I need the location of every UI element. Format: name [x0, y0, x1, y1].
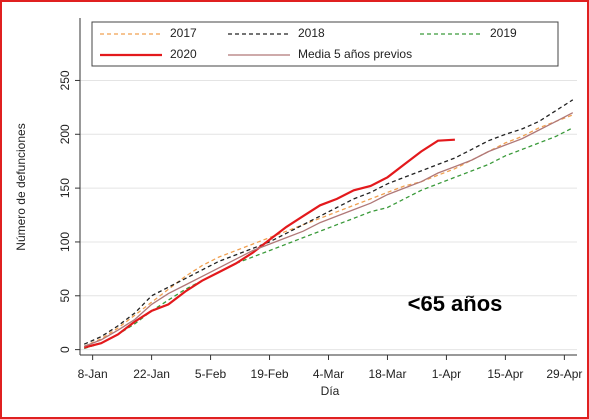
x-tick-label: 29-Apr — [546, 367, 582, 381]
x-tick-label: 22-Jan — [133, 367, 170, 381]
y-tick-label: 150 — [58, 178, 72, 198]
legend-label: 2017 — [170, 26, 197, 40]
y-axis-label: Número de defunciones — [14, 123, 28, 250]
y-tick-label: 200 — [58, 124, 72, 144]
legend-label: Media 5 años previos — [298, 47, 412, 61]
y-tick-label: 50 — [58, 289, 72, 303]
y-tick-label: 250 — [58, 70, 72, 90]
legend-label: 2018 — [298, 26, 325, 40]
x-tick-label: 19-Feb — [251, 367, 289, 381]
x-tick-label: 15-Apr — [487, 367, 523, 381]
x-tick-label: 8-Jan — [78, 367, 108, 381]
legend-box — [91, 21, 559, 67]
legend-label: 2019 — [490, 26, 517, 40]
series-line — [83, 138, 455, 349]
series-line — [83, 99, 574, 345]
y-tick-label: 100 — [58, 232, 72, 252]
x-tick-label: 5-Feb — [195, 367, 227, 381]
x-axis-label: Día — [321, 384, 340, 398]
x-tick-label: 18-Mar — [368, 367, 406, 381]
x-tick-label: 4-Mar — [313, 367, 344, 381]
y-tick-label: 0 — [58, 346, 72, 353]
series-line — [84, 127, 574, 350]
series-line — [83, 112, 574, 348]
x-tick-label: 1-Apr — [432, 367, 461, 381]
annotation: <65 años — [408, 291, 503, 316]
legend-label: 2020 — [170, 47, 197, 61]
